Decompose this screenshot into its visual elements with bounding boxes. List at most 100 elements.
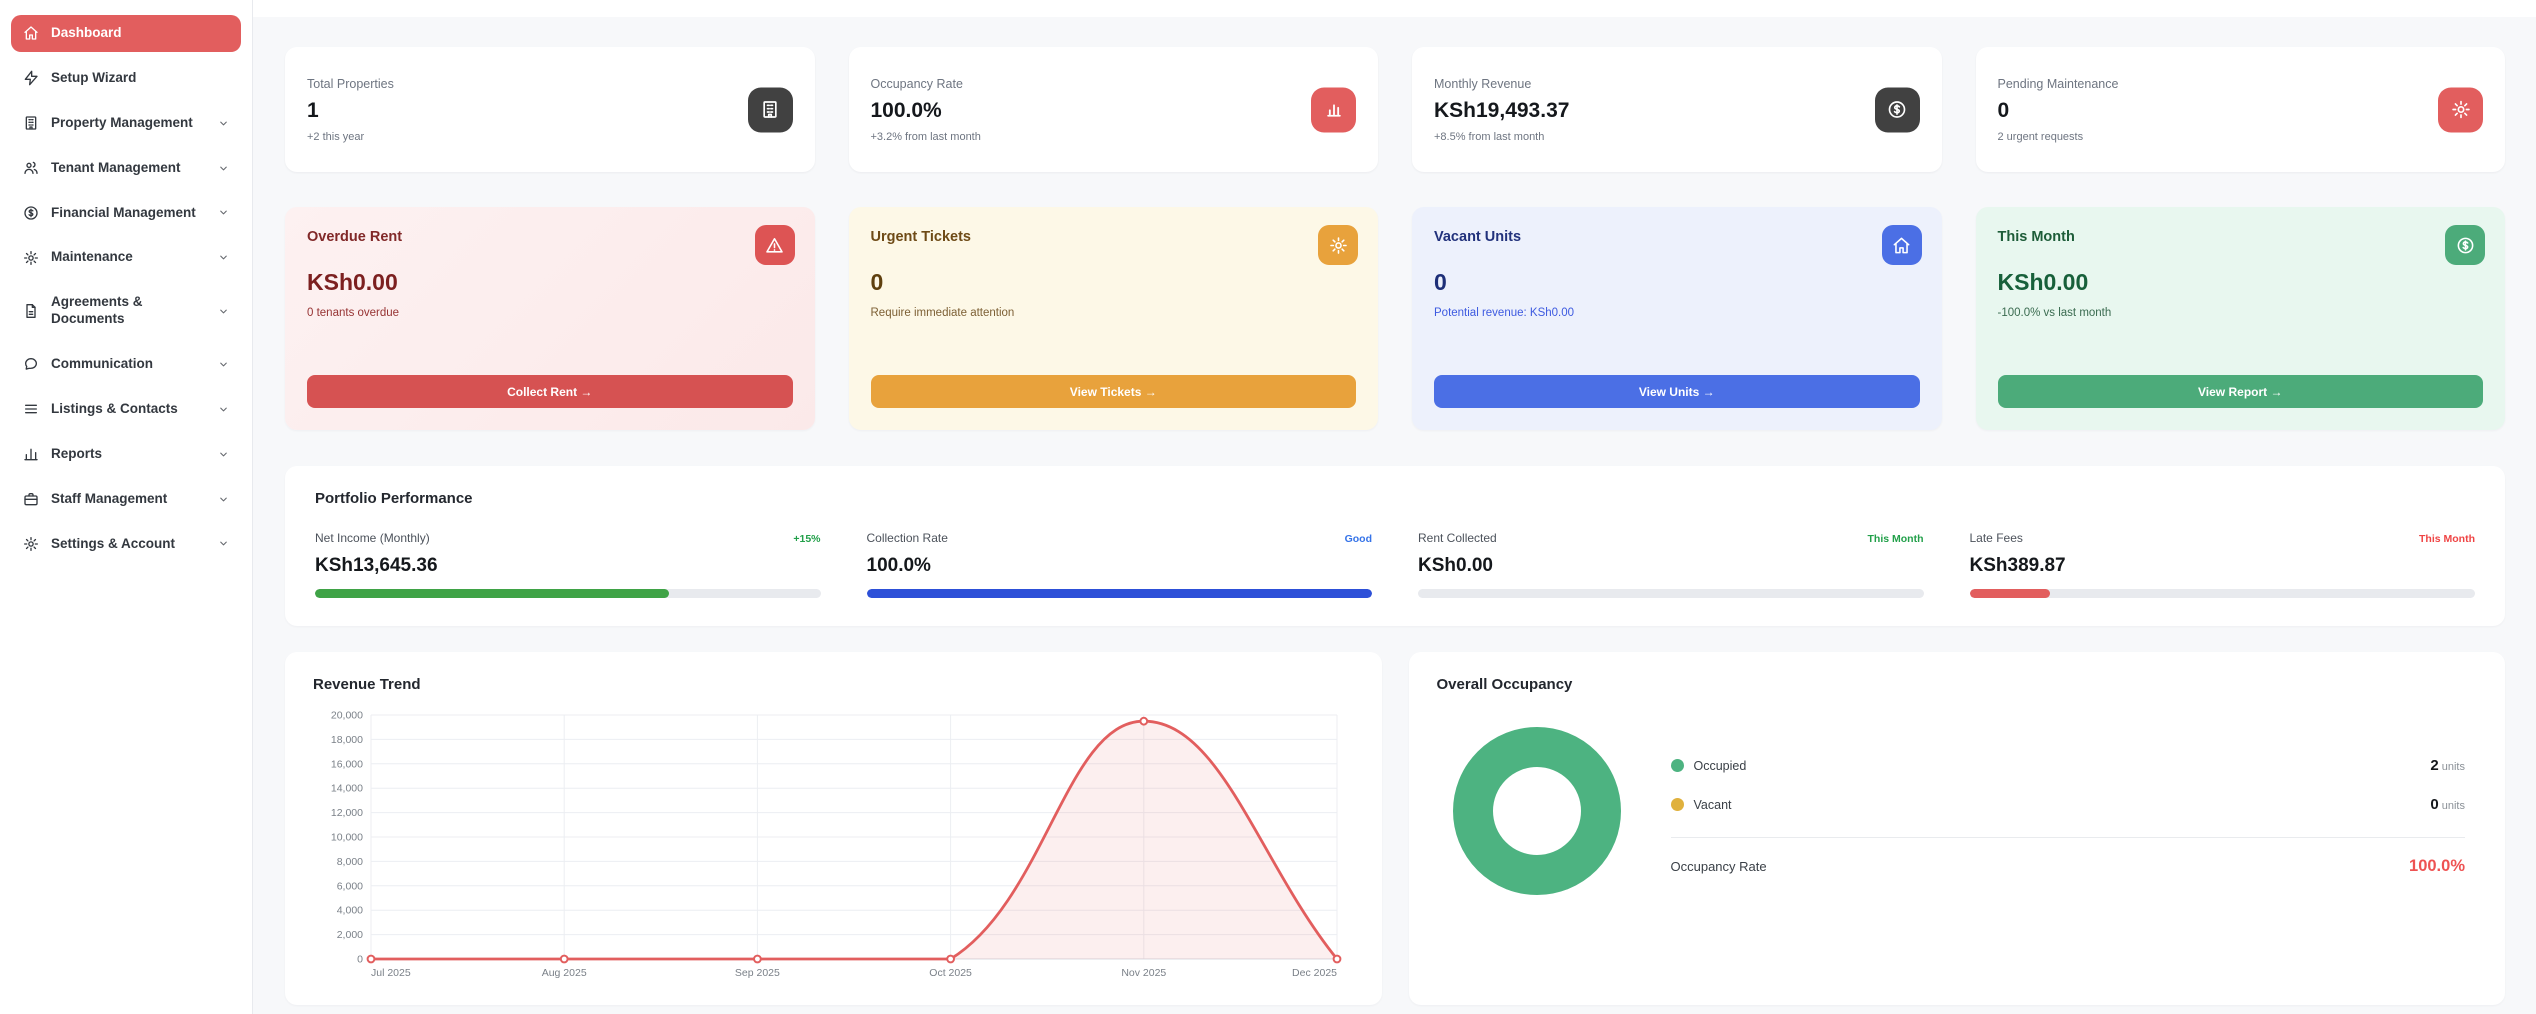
progress-fill xyxy=(1969,589,2051,598)
stat-label: Pending Maintenance xyxy=(1997,76,2119,91)
building-icon xyxy=(747,87,793,132)
svg-text:12,000: 12,000 xyxy=(331,807,363,819)
stat-sub: +3.2% from last month xyxy=(870,130,981,143)
stat-card-monthly-revenue: Monthly Revenue KSh19,493.37 +8.5% from … xyxy=(1412,47,1942,172)
card-value: KSh0.00 xyxy=(307,269,398,295)
svg-text:8,000: 8,000 xyxy=(337,856,363,868)
bar-chart-icon xyxy=(24,448,38,461)
sidebar-item-financial-management[interactable]: Financial Management xyxy=(11,195,241,232)
legend-value: 0 units xyxy=(2430,796,2465,813)
action-card-overdue-rent: Overdue Rent KSh0.00 0 tenants overdue C… xyxy=(285,207,815,430)
sidebar-item-staff-management[interactable]: Staff Management xyxy=(11,481,241,518)
dollar-circle-icon xyxy=(1874,87,1920,132)
actions-row: Overdue Rent KSh0.00 0 tenants overdue C… xyxy=(285,207,2505,430)
stat-sub: +2 this year xyxy=(307,130,365,143)
card-title: Urgent Tickets xyxy=(870,229,971,245)
revenue-trend-chart: 0 2,000 4,000 6,000 8,000 10,000 12,000 14,000 1… xyxy=(313,705,1354,992)
card-subtext: Potential revenue: KSh0.00 xyxy=(1434,307,1575,319)
sidebar-item-label: Setup Wizard xyxy=(51,69,137,85)
home-icon xyxy=(1881,225,1922,265)
sidebar-item-label: Property Management xyxy=(51,114,193,130)
sidebar-item-label: Financial Management xyxy=(51,204,196,220)
portfolio-metrics: Net Income (Monthly) +15% KSh13,645.36 C… xyxy=(315,531,2475,598)
document-icon xyxy=(26,304,36,319)
progress-fill xyxy=(315,589,669,598)
occupancy-body: Occupied 2 units Vacant 0 units Occupancy … xyxy=(1437,727,2478,895)
view-report-button[interactable]: View Report → xyxy=(1997,375,2483,408)
sidebar-item-maintenance[interactable]: Maintenance xyxy=(11,239,241,276)
stat-value: 0 xyxy=(1997,98,2010,122)
svg-text:Aug 2025: Aug 2025 xyxy=(542,967,587,979)
sidebar-item-agreements-documents[interactable]: Agreements & Documents xyxy=(11,284,241,338)
sidebar-item-property-management[interactable]: Property Management xyxy=(11,105,241,142)
panel-title: Portfolio Performance xyxy=(315,490,473,507)
card-value: 0 xyxy=(1434,269,1447,295)
sidebar-item-settings-account[interactable]: Settings & Account xyxy=(11,526,241,563)
list-icon xyxy=(25,404,37,414)
stat-value: 1 xyxy=(307,98,319,122)
briefcase-icon xyxy=(24,493,38,506)
sidebar-item-label: Reports xyxy=(51,445,103,461)
view-tickets-button[interactable]: View Tickets → xyxy=(870,375,1356,408)
stat-label: Occupancy Rate xyxy=(870,76,963,91)
metric-label: Net Income (Monthly) xyxy=(315,531,430,545)
stat-label: Total Properties xyxy=(307,76,394,91)
sidebar-item-setup-wizard[interactable]: Setup Wizard xyxy=(11,60,241,97)
svg-text:6,000: 6,000 xyxy=(337,880,363,892)
sidebar: Dashboard Setup Wizard Property Manageme… xyxy=(0,0,253,1014)
metric-net-income: Net Income (Monthly) +15% KSh13,645.36 xyxy=(315,531,821,598)
stat-value: 100.0% xyxy=(870,98,942,122)
progress-track xyxy=(1418,589,1924,598)
sidebar-item-communication[interactable]: Communication xyxy=(11,346,241,383)
svg-text:Jul 2025: Jul 2025 xyxy=(371,967,411,979)
svg-text:Dec 2025: Dec 2025 xyxy=(1292,967,1337,979)
card-title: This Month xyxy=(1997,229,2075,245)
sidebar-item-label: Settings & Account xyxy=(51,535,176,551)
sidebar-item-label: Maintenance xyxy=(51,249,133,265)
progress-track xyxy=(315,589,821,598)
svg-text:Oct 2025: Oct 2025 xyxy=(929,967,972,979)
metric-value: KSh13,645.36 xyxy=(315,555,438,576)
svg-text:10,000: 10,000 xyxy=(331,832,363,844)
sidebar-item-tenant-management[interactable]: Tenant Management xyxy=(11,150,241,187)
svg-text:4,000: 4,000 xyxy=(337,905,363,917)
gear-icon xyxy=(24,250,38,265)
svg-text:18,000: 18,000 xyxy=(331,734,363,746)
chevron-down-icon xyxy=(220,497,227,501)
sidebar-item-dashboard[interactable]: Dashboard xyxy=(11,15,241,52)
panel-title: Revenue Trend xyxy=(313,676,421,693)
action-card-this-month: This Month KSh0.00 -100.0% vs last month… xyxy=(1975,207,2505,430)
card-title: Vacant Units xyxy=(1434,229,1522,245)
sidebar-item-label: Tenant Management xyxy=(51,159,181,175)
revenue-trend-panel: Revenue Trend 0 2,000 4,000 6,000 8,000 10,00… xyxy=(285,652,1382,1005)
progress-track xyxy=(866,589,1372,598)
home-icon xyxy=(24,26,38,41)
card-title: Overdue Rent xyxy=(307,229,403,245)
top-strip xyxy=(253,0,2536,17)
metric-label: Collection Rate xyxy=(866,531,948,545)
metric-collection-rate: Collection Rate Good 100.0% xyxy=(866,531,1372,598)
metric-value: KSh0.00 xyxy=(1418,555,1493,576)
gear-icon xyxy=(1318,225,1358,265)
stat-card-total-properties: Total Properties 1 +2 this year xyxy=(285,47,815,172)
sidebar-item-label: Communication xyxy=(51,356,154,371)
svg-text:16,000: 16,000 xyxy=(331,758,363,770)
metric-badge: This Month xyxy=(2419,533,2475,545)
legend-label: Vacant xyxy=(1693,797,1732,812)
svg-text:Nov 2025: Nov 2025 xyxy=(1121,967,1166,979)
portfolio-performance-panel: Portfolio Performance Net Income (Monthl… xyxy=(285,466,2505,626)
card-value: 0 xyxy=(870,269,884,295)
chevron-down-icon xyxy=(220,309,227,314)
view-units-button[interactable]: View Units → xyxy=(1434,375,1920,408)
card-subtext: Require immediate attention xyxy=(870,307,1015,319)
sidebar-item-listings-contacts[interactable]: Listings & Contacts xyxy=(11,391,241,428)
collect-rent-button[interactable]: Collect Rent → xyxy=(307,375,793,408)
warning-icon xyxy=(754,225,795,265)
stat-label: Monthly Revenue xyxy=(1434,76,1532,91)
sidebar-item-reports[interactable]: Reports xyxy=(11,436,241,473)
sidebar-item-label: Dashboard xyxy=(51,25,122,40)
users-icon xyxy=(24,161,38,175)
progress-track xyxy=(1969,589,2475,598)
metric-badge: Good xyxy=(1344,533,1372,545)
